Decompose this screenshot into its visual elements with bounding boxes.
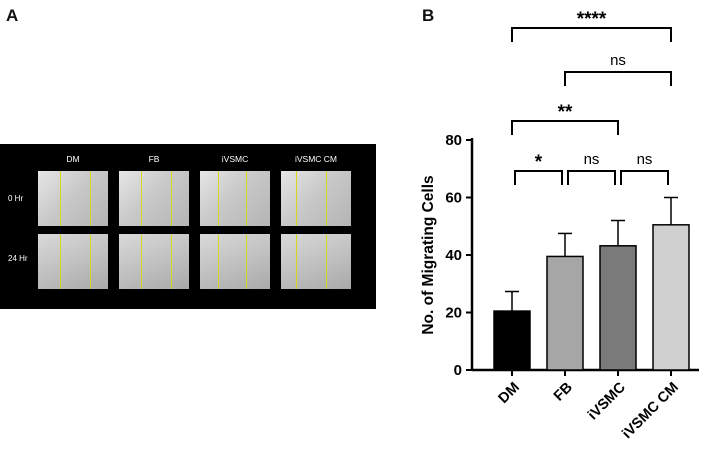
significance-bracket xyxy=(567,170,616,185)
y-tick-label: 0 xyxy=(454,362,462,379)
scratch-assay-image xyxy=(38,234,108,289)
significance-bracket xyxy=(620,170,669,185)
significance-label: **** xyxy=(577,9,607,30)
y-axis-label: No. of Migrating Cells xyxy=(420,175,437,334)
significance-label: ns xyxy=(637,151,653,168)
grid-column-header: FB xyxy=(148,154,160,164)
significance-label: ** xyxy=(558,102,573,123)
significance-label: ns xyxy=(610,52,626,69)
microscopy-image-grid: DM FB iVSMC iVSMC CM 0 Hr 24 Hr xyxy=(0,144,376,309)
grid-column-header: iVSMC CM xyxy=(294,154,338,164)
scratch-assay-image xyxy=(119,171,189,226)
significance-bracket xyxy=(511,27,672,42)
bar xyxy=(493,310,531,371)
grid-column-header: DM xyxy=(66,154,80,164)
scratch-assay-image xyxy=(200,171,270,226)
panel-a-label: A xyxy=(6,6,19,25)
y-tick-label: 40 xyxy=(445,247,462,264)
bar xyxy=(599,245,637,371)
x-tick-label: iVSMC CM xyxy=(619,380,682,443)
scratch-assay-image xyxy=(38,171,108,226)
scratch-assay-image xyxy=(281,234,351,289)
y-tick-label: 80 xyxy=(445,132,462,149)
grid-row-header: 0 Hr xyxy=(8,194,24,203)
significance-label: ns xyxy=(584,151,600,168)
significance-bracket xyxy=(564,71,672,86)
scratch-assay-image xyxy=(200,234,270,289)
y-tick-label: 60 xyxy=(445,190,462,207)
grid-column-header: iVSMC xyxy=(221,154,249,164)
bar xyxy=(546,255,584,371)
x-tick-label: iVSMC xyxy=(585,379,629,423)
scratch-assay-image xyxy=(119,234,189,289)
significance-label: * xyxy=(535,152,543,173)
bar xyxy=(652,224,690,371)
bar-chart: 0 20 40 60 80 No. of Migrating Cells DM FB iVSMC… xyxy=(420,9,699,443)
x-tick-label: FB xyxy=(551,380,576,405)
significance-bracket xyxy=(514,170,563,185)
panel-b-label: B xyxy=(422,6,435,25)
x-tick-label: DM xyxy=(496,380,523,407)
y-tick-label: 20 xyxy=(445,305,462,322)
grid-row-header: 24 Hr xyxy=(8,254,28,263)
scratch-assay-image xyxy=(281,171,351,226)
significance-bracket xyxy=(511,120,619,135)
